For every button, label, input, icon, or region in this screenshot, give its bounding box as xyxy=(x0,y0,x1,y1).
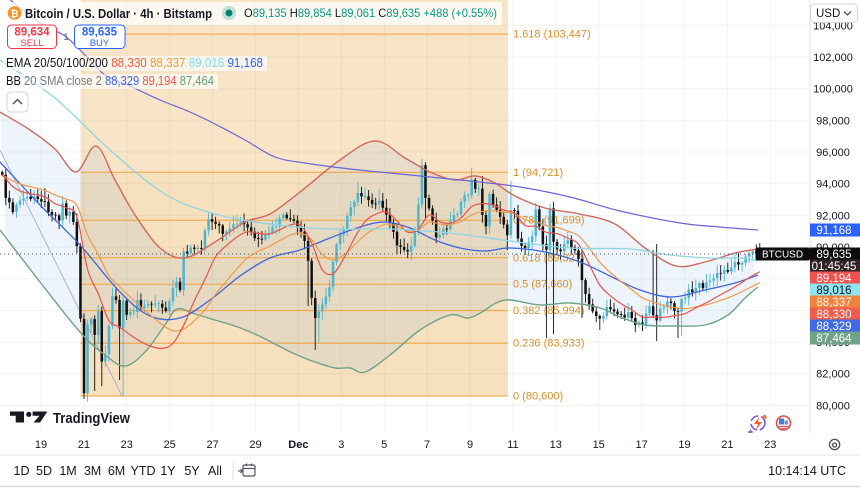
svg-text:102,000: 102,000 xyxy=(813,52,853,64)
svg-text:0.618 (89,327): 0.618 (89,327) xyxy=(513,252,585,264)
svg-text:O89,135 H89,854 L89,061 C89,63: O89,135 H89,854 L89,061 C89,635 +488 (+0… xyxy=(244,6,497,20)
svg-text:23: 23 xyxy=(121,439,133,451)
svg-text:100,000: 100,000 xyxy=(813,84,853,96)
svg-text:89,194: 89,194 xyxy=(816,273,852,285)
svg-text:TradingView: TradingView xyxy=(53,410,130,427)
svg-text:89,634: 89,634 xyxy=(14,27,50,39)
svg-text:BTCUSD: BTCUSD xyxy=(762,250,803,261)
svg-text:87,464: 87,464 xyxy=(816,333,852,345)
svg-text:0 (80,600): 0 (80,600) xyxy=(513,391,563,403)
svg-text:01:45:45: 01:45:45 xyxy=(812,261,857,273)
svg-text:SELL: SELL xyxy=(20,38,43,49)
svg-text:5Y: 5Y xyxy=(184,464,200,478)
svg-text:11: 11 xyxy=(507,439,518,451)
svg-text:₿: ₿ xyxy=(10,8,18,20)
svg-text:3: 3 xyxy=(338,439,344,451)
svg-text:15: 15 xyxy=(593,439,605,451)
svg-text:88,329: 88,329 xyxy=(816,321,851,333)
svg-text:96,000: 96,000 xyxy=(816,147,850,159)
svg-text:27: 27 xyxy=(206,439,218,451)
svg-text:USD: USD xyxy=(816,8,840,20)
svg-text:1: 1 xyxy=(63,32,68,42)
svg-text:0.5 (87,660): 0.5 (87,660) xyxy=(513,279,572,291)
svg-text:13: 13 xyxy=(550,439,562,451)
svg-text:89,635: 89,635 xyxy=(816,249,851,261)
svg-text:19: 19 xyxy=(678,439,690,451)
svg-text:92,000: 92,000 xyxy=(816,210,850,222)
svg-text:1M: 1M xyxy=(59,464,76,478)
svg-text:17: 17 xyxy=(635,439,647,451)
svg-text:94,000: 94,000 xyxy=(816,179,850,191)
svg-text:0.236 (83,933): 0.236 (83,933) xyxy=(513,338,585,350)
svg-text:EMA 20/50/100/200 88,330 88,33: EMA 20/50/100/200 88,330 88,337 89,016 9… xyxy=(6,56,263,70)
svg-text:1 (94,721): 1 (94,721) xyxy=(513,167,563,179)
svg-text:88,330: 88,330 xyxy=(816,309,851,321)
svg-text:BB 20 SMA close 2 88,329 89,19: BB 20 SMA close 2 88,329 89,194 87,464 xyxy=(6,74,214,88)
svg-text:Bitcoin / U.S. Dollar · 4h · B: Bitcoin / U.S. Dollar · 4h · Bitstamp xyxy=(25,6,212,21)
svg-text:0.382 (85,994): 0.382 (85,994) xyxy=(513,305,585,317)
svg-text:23: 23 xyxy=(764,439,776,451)
svg-text:29: 29 xyxy=(249,439,261,451)
svg-text:21: 21 xyxy=(721,439,733,451)
svg-text:YTD: YTD xyxy=(131,464,156,478)
svg-text:98,000: 98,000 xyxy=(816,115,850,127)
svg-text:19: 19 xyxy=(35,439,47,451)
svg-text:1D: 1D xyxy=(14,464,30,478)
svg-text:10:14:14 UTC: 10:14:14 UTC xyxy=(768,464,846,478)
svg-text:25: 25 xyxy=(164,439,176,451)
svg-text:89,016: 89,016 xyxy=(816,285,851,297)
svg-text:5D: 5D xyxy=(36,464,52,478)
svg-text:88,337: 88,337 xyxy=(816,297,851,309)
svg-text:80,000: 80,000 xyxy=(816,400,850,412)
svg-text:91,168: 91,168 xyxy=(816,225,851,237)
svg-text:Dec: Dec xyxy=(288,439,308,451)
svg-text:21: 21 xyxy=(78,439,90,451)
svg-text:9: 9 xyxy=(467,439,473,451)
svg-text:89,635: 89,635 xyxy=(82,27,118,39)
svg-text:All: All xyxy=(208,464,222,478)
svg-text:104,000: 104,000 xyxy=(813,20,853,32)
svg-text:82,000: 82,000 xyxy=(816,369,850,381)
svg-text:5: 5 xyxy=(381,439,387,451)
svg-text:7: 7 xyxy=(424,439,430,451)
svg-text:6M: 6M xyxy=(108,464,125,478)
svg-text:BUY: BUY xyxy=(90,38,110,49)
svg-text:3M: 3M xyxy=(84,464,101,478)
svg-text:1Y: 1Y xyxy=(160,464,176,478)
svg-text:1.618 (103,447): 1.618 (103,447) xyxy=(513,29,591,41)
